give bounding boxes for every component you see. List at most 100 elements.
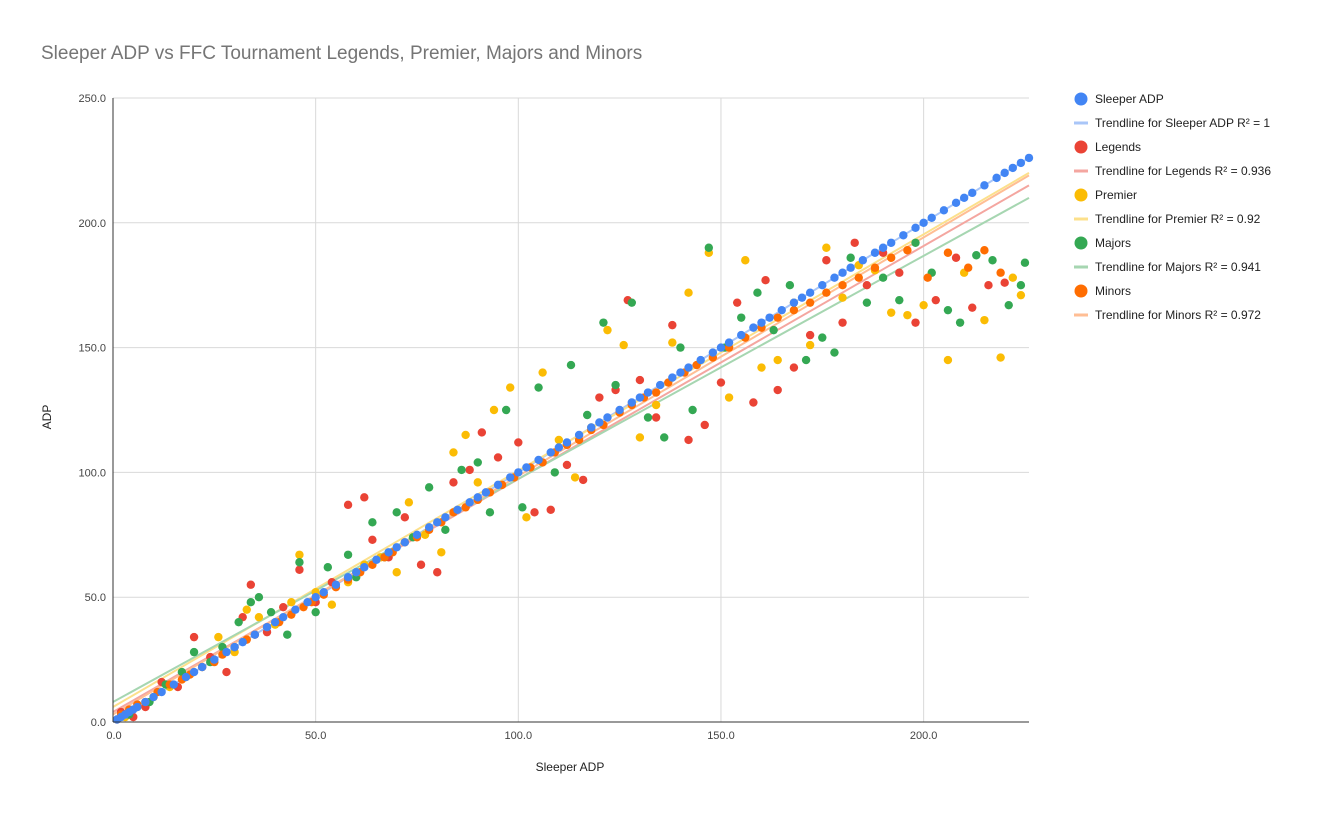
sleeper-adp-point bbox=[1008, 163, 1017, 173]
minors-point bbox=[822, 288, 831, 297]
chart-title: Sleeper ADP vs FFC Tournament Legends, P… bbox=[41, 43, 642, 64]
sleeper-adp-point bbox=[453, 505, 462, 515]
legend-item: Trendline for Premier R² = 0.92 bbox=[1074, 212, 1261, 226]
majors-point bbox=[1004, 300, 1013, 310]
sleeper-adp-point bbox=[777, 305, 786, 315]
majors-point bbox=[424, 483, 434, 492]
legends-point bbox=[684, 435, 693, 445]
sleeper-adp-point bbox=[493, 480, 503, 490]
premier-point bbox=[522, 513, 531, 522]
sleeper-adp-point bbox=[291, 605, 300, 614]
premier-point bbox=[822, 243, 831, 252]
sleeper-adp-point bbox=[655, 380, 665, 390]
sleeper-adp-point bbox=[473, 493, 482, 502]
minors-point bbox=[964, 263, 973, 272]
sleeper-adp-point bbox=[412, 530, 422, 539]
x-tick-label: 200.0 bbox=[910, 730, 938, 742]
legends-point bbox=[838, 318, 847, 327]
majors-point bbox=[660, 433, 669, 442]
legends-point bbox=[716, 378, 726, 387]
legends-point bbox=[477, 428, 487, 437]
sleeper-adp-point bbox=[716, 343, 726, 352]
majors-point bbox=[343, 550, 353, 559]
sleeper-adp-point bbox=[858, 256, 868, 265]
legend-marker bbox=[1074, 140, 1088, 154]
y-tick-label: 50.0 bbox=[85, 592, 106, 604]
sleeper-adp-point bbox=[951, 198, 961, 208]
premier-point bbox=[449, 448, 458, 457]
minors-point bbox=[870, 263, 880, 272]
premier-point bbox=[295, 550, 304, 559]
sleeper-adp-point bbox=[514, 468, 523, 477]
minors-point bbox=[854, 273, 863, 282]
x-tick-label: 150.0 bbox=[707, 730, 735, 742]
sleeper-adp-point bbox=[133, 702, 142, 712]
legends-point bbox=[578, 475, 588, 485]
sleeper-adp-point bbox=[279, 612, 288, 622]
majors-point bbox=[254, 593, 264, 602]
legend-marker bbox=[1074, 236, 1088, 250]
legend-marker bbox=[1074, 188, 1088, 202]
legends-point bbox=[595, 393, 604, 402]
sleeper-adp-point bbox=[968, 188, 977, 198]
sleeper-adp-point bbox=[433, 518, 442, 527]
sleeper-adp-point bbox=[1016, 158, 1026, 168]
sleeper-adp-point bbox=[765, 313, 774, 322]
majors-point bbox=[785, 281, 795, 290]
majors-point bbox=[441, 525, 450, 535]
majors-point bbox=[955, 318, 965, 327]
sleeper-adp-point bbox=[627, 398, 636, 407]
majors-point bbox=[534, 383, 543, 392]
premier-point bbox=[903, 310, 912, 320]
legends-point bbox=[1000, 278, 1009, 287]
sleeper-adp-point bbox=[980, 181, 989, 190]
sleeper-adp-point bbox=[818, 281, 827, 290]
sleeper-adp-point bbox=[959, 193, 969, 203]
legends-point bbox=[279, 602, 288, 612]
premier-point bbox=[287, 597, 296, 607]
sleeper-adp-point bbox=[927, 213, 936, 223]
legend-label: Premier bbox=[1095, 188, 1137, 202]
legends-point bbox=[343, 500, 353, 510]
x-tick-label: 50.0 bbox=[305, 730, 326, 742]
legend-label: Minors bbox=[1095, 284, 1131, 298]
sleeper-adp-point bbox=[554, 443, 564, 452]
sleeper-adp-point bbox=[360, 563, 369, 572]
sleeper-adp-point bbox=[311, 593, 320, 602]
premier-point bbox=[392, 568, 401, 577]
legends-point bbox=[416, 560, 426, 569]
majors-point bbox=[189, 647, 199, 657]
sleeper-adp-point bbox=[400, 538, 410, 547]
sleeper-adp-point bbox=[595, 418, 604, 427]
legend-item: Trendline for Minors R² = 0.972 bbox=[1074, 308, 1261, 322]
sleeper-adp-point bbox=[181, 672, 191, 682]
majors-point bbox=[1020, 258, 1030, 267]
sleeper-adp-point bbox=[643, 388, 653, 397]
majors-point bbox=[830, 348, 839, 357]
majors-point bbox=[611, 380, 620, 390]
legends-point bbox=[850, 238, 859, 247]
sleeper-adp-point bbox=[351, 568, 361, 577]
y-axis-label: ADP bbox=[40, 405, 54, 430]
legends-point bbox=[562, 460, 572, 470]
legend-marker bbox=[1074, 284, 1088, 298]
majors-point bbox=[392, 508, 401, 517]
legend-label: Sleeper ADP bbox=[1095, 92, 1164, 106]
sleeper-adp-point bbox=[141, 697, 150, 707]
sleeper-adp-point bbox=[899, 231, 908, 240]
majors-point bbox=[311, 607, 320, 617]
legend-item: Trendline for Sleeper ADP R² = 1 bbox=[1074, 116, 1270, 130]
majors-point bbox=[846, 253, 855, 262]
legends-point bbox=[968, 303, 977, 312]
majors-point bbox=[550, 468, 559, 477]
legends-point bbox=[449, 478, 458, 487]
majors-point bbox=[911, 238, 920, 247]
majors-point bbox=[501, 405, 511, 415]
majors-point bbox=[473, 458, 482, 467]
premier-point bbox=[773, 355, 782, 365]
sleeper-adp-point bbox=[587, 423, 596, 432]
sleeper-adp-point bbox=[830, 273, 839, 282]
majors-point bbox=[972, 251, 981, 260]
majors-point bbox=[943, 305, 953, 315]
majors-point bbox=[862, 298, 872, 307]
